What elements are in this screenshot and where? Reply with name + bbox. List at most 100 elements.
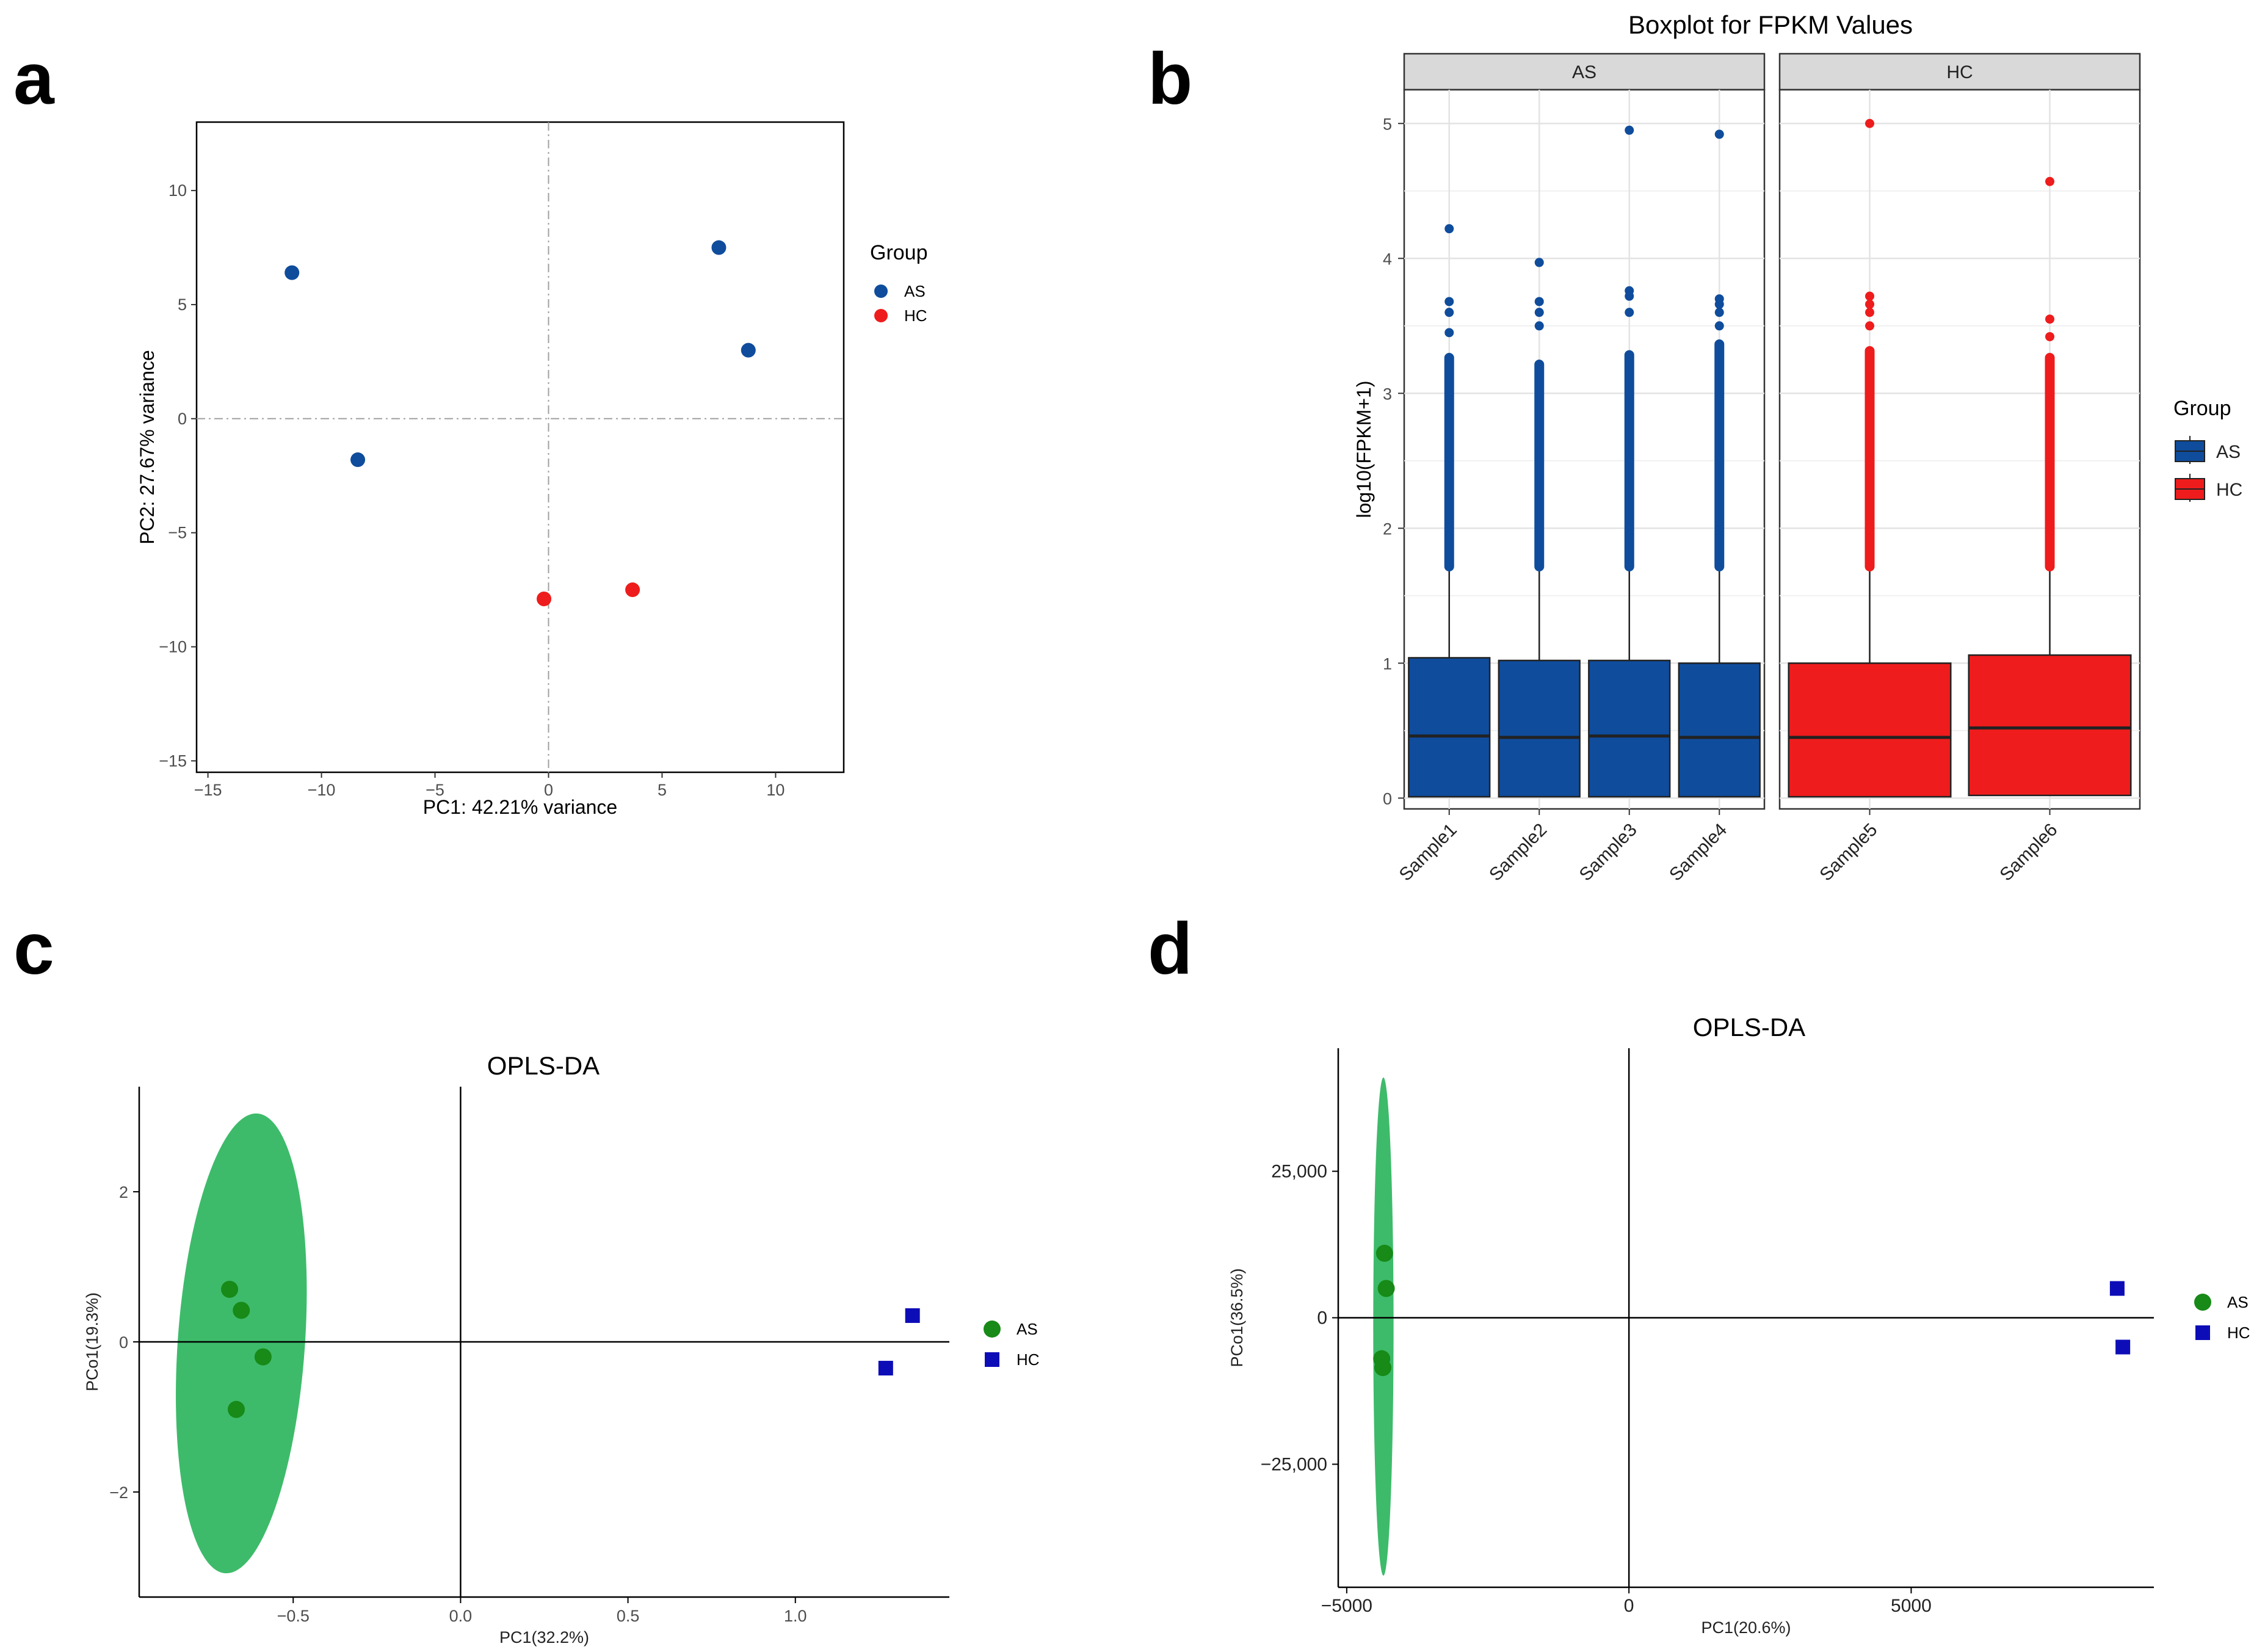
y-tick-label: 1: [1383, 654, 1392, 673]
legend-label-as: AS: [2216, 442, 2241, 462]
outlier-point: [2045, 314, 2054, 324]
y-tick-label: 10: [169, 181, 187, 200]
legend-key-as: [2194, 1294, 2211, 1311]
panel-label-c: c: [13, 908, 54, 990]
box-sample1: [1408, 657, 1491, 798]
box-sample4: [1678, 662, 1761, 798]
legend-key-hc: [985, 1352, 999, 1367]
chart-a: −15 −10 −5 0 5 10 −15 −10 −5 0 5 10 PC1: 42.21% vari…: [136, 121, 928, 818]
facet-strip-as: [1403, 53, 1766, 91]
outlier-point: [1444, 328, 1454, 338]
outlier-point: [1625, 308, 1634, 317]
outlier-cluster: [1534, 360, 1545, 572]
outlier-point: [1534, 308, 1544, 317]
data-point-hc: [2109, 1281, 2125, 1296]
outlier-point: [1534, 321, 1544, 331]
y-tick-label: 0: [1317, 1308, 1327, 1328]
data-point-hc: [905, 1308, 920, 1323]
outlier-point: [1534, 258, 1544, 267]
confidence-ellipse: [176, 1113, 307, 1574]
legend-label-as: AS: [1017, 1320, 1038, 1338]
chart-d: OPLS-DA −5000 0 5000 −25,000 0 25,000 PC1(20.6%…: [1228, 1013, 2250, 1637]
outlier-point: [1714, 308, 1724, 317]
y-tick-label: 4: [1383, 250, 1392, 268]
outlier-point: [1865, 308, 1874, 317]
legend-label-hc: HC: [1017, 1350, 1040, 1369]
x-tick-label: Sample6: [1996, 820, 2061, 885]
y-tick-label: 0: [1383, 789, 1392, 808]
data-point-as: [284, 265, 300, 280]
chart-b: Boxplot for FPKM Values AS Sample1 Sample2 S…: [1353, 10, 2242, 885]
data-point-as: [221, 1280, 239, 1298]
data-point-hc: [537, 592, 552, 606]
legend-label-hc: HC: [2227, 1324, 2250, 1342]
x-tick-label: 0.0: [449, 1607, 473, 1625]
y-tick-label: 25,000: [1271, 1162, 1327, 1182]
y-axis-label: log10(FPKM+1): [1353, 381, 1375, 518]
x-tick-label: 0: [1624, 1596, 1634, 1616]
panel-label-b: b: [1148, 38, 1192, 120]
y-tick-label: −2: [109, 1484, 128, 1502]
x-tick-label: −15: [194, 781, 222, 799]
outlier-point: [1865, 299, 1874, 309]
outlier-cluster: [1865, 346, 1875, 572]
box-sample5: [1788, 662, 1952, 798]
y-tick-label: −5: [168, 524, 187, 542]
outlier-point: [1865, 321, 1874, 331]
outlier-point: [1625, 286, 1634, 295]
y-tick-label: 2: [119, 1183, 128, 1201]
outlier-point: [1444, 297, 1454, 306]
facet-label-as: AS: [1572, 62, 1596, 82]
panel-label-a: a: [13, 38, 55, 120]
outlier-cluster: [1624, 350, 1634, 572]
data-point-as: [1374, 1359, 1392, 1377]
y-axis-label: PCo1(36.5%): [1228, 1268, 1246, 1367]
y-axis-label: PCo1(19.3%): [83, 1292, 101, 1391]
x-axis-label: PC1(32.2%): [499, 1628, 589, 1647]
x-tick-label: Sample5: [1816, 820, 1881, 885]
y-tick-label: 0: [178, 410, 187, 428]
x-tick-label: Sample2: [1485, 820, 1551, 885]
chart-title: Boxplot for FPKM Values: [1628, 10, 1913, 39]
box-sample3: [1588, 659, 1671, 798]
data-point-hc: [625, 582, 640, 598]
facet-label-hc: HC: [1946, 62, 1973, 82]
x-tick-label: −5: [426, 781, 444, 799]
outlier-point: [1714, 129, 1724, 139]
data-point-as: [741, 342, 756, 358]
x-tick-label: 5000: [1891, 1596, 1932, 1616]
outlier-point: [1534, 297, 1544, 306]
outlier-point: [2045, 331, 2054, 341]
outlier-point: [1625, 125, 1634, 135]
chart-title: OPLS-DA: [487, 1051, 600, 1080]
outlier-point: [1865, 118, 1874, 128]
legend-label-as: AS: [2227, 1293, 2249, 1311]
outlier-point: [1444, 308, 1454, 317]
data-point-as: [350, 452, 366, 468]
data-point-as: [254, 1348, 272, 1366]
outlier-cluster: [1444, 352, 1454, 572]
x-tick-label: −0.5: [277, 1607, 310, 1625]
data-point-hc: [2115, 1339, 2131, 1355]
x-tick-label: 10: [766, 781, 785, 799]
y-tick-label: 5: [1383, 115, 1392, 133]
legend-title: Group: [2173, 397, 2231, 420]
x-tick-label: −10: [308, 781, 336, 799]
data-point-as: [1375, 1244, 1393, 1262]
y-tick-label: −25,000: [1261, 1454, 1327, 1474]
legend-title: Group: [870, 241, 928, 264]
legend-key-hc: [874, 309, 888, 322]
x-tick-label: −5000: [1321, 1596, 1372, 1616]
chart-c: OPLS-DA −0.5 0.0 0.5 1.0 −2 0 2 PC1(32.2%) PCo1(1…: [83, 1051, 1040, 1647]
x-tick-label: 0.5: [617, 1607, 640, 1625]
y-tick-label: −10: [159, 637, 187, 656]
outlier-point: [1714, 294, 1724, 304]
outlier-point: [2045, 176, 2054, 186]
x-tick-label: Sample3: [1576, 820, 1641, 885]
y-tick-label: 3: [1383, 385, 1392, 403]
y-tick-label: 5: [178, 295, 187, 314]
confidence-ellipse: [1373, 1077, 1394, 1576]
box-sample2: [1498, 659, 1581, 798]
x-tick-label: Sample4: [1665, 820, 1731, 885]
